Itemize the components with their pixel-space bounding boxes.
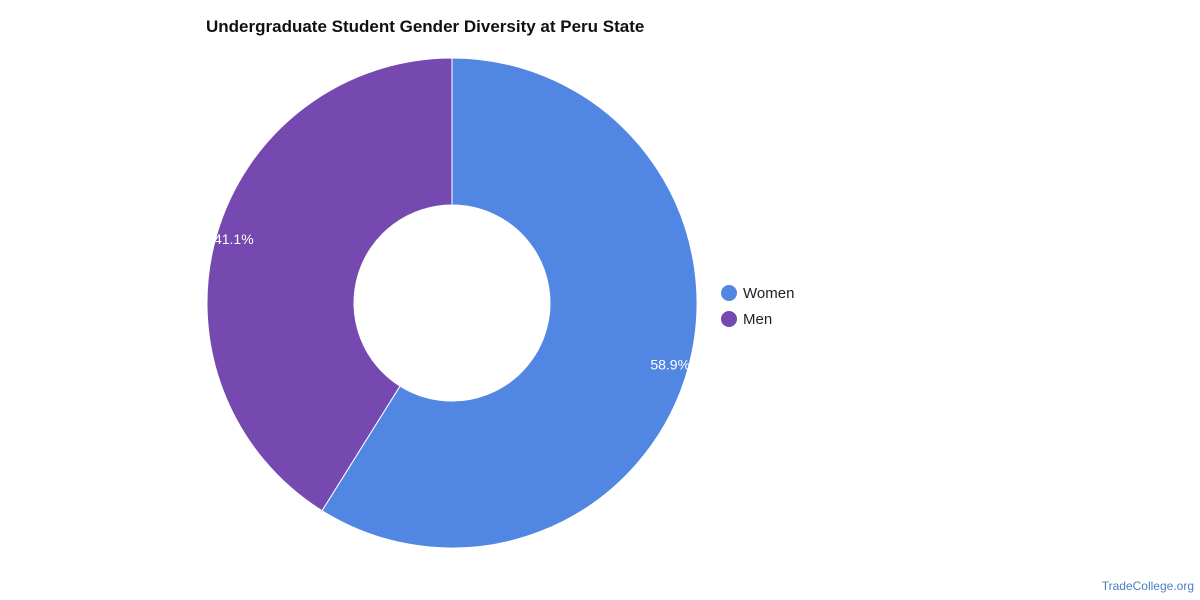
legend-item-men[interactable]: Men <box>721 306 794 332</box>
slice-label-men: 41.1% <box>214 231 254 247</box>
source-credit[interactable]: TradeCollege.org <box>1101 579 1194 593</box>
chart-legend: Women Men <box>721 280 794 332</box>
legend-label-women: Women <box>743 284 795 302</box>
legend-swatch-women <box>721 285 737 301</box>
chart-title: Undergraduate Student Gender Diversity a… <box>206 17 645 36</box>
slice-label-women: 58.9% <box>650 356 690 372</box>
pie-slice-women[interactable] <box>321 57 698 549</box>
pie-slice-men[interactable] <box>206 57 453 512</box>
legend-label-men: Men <box>743 310 773 328</box>
legend-item-women[interactable]: Women <box>721 280 794 306</box>
legend-swatch-men <box>721 311 737 327</box>
